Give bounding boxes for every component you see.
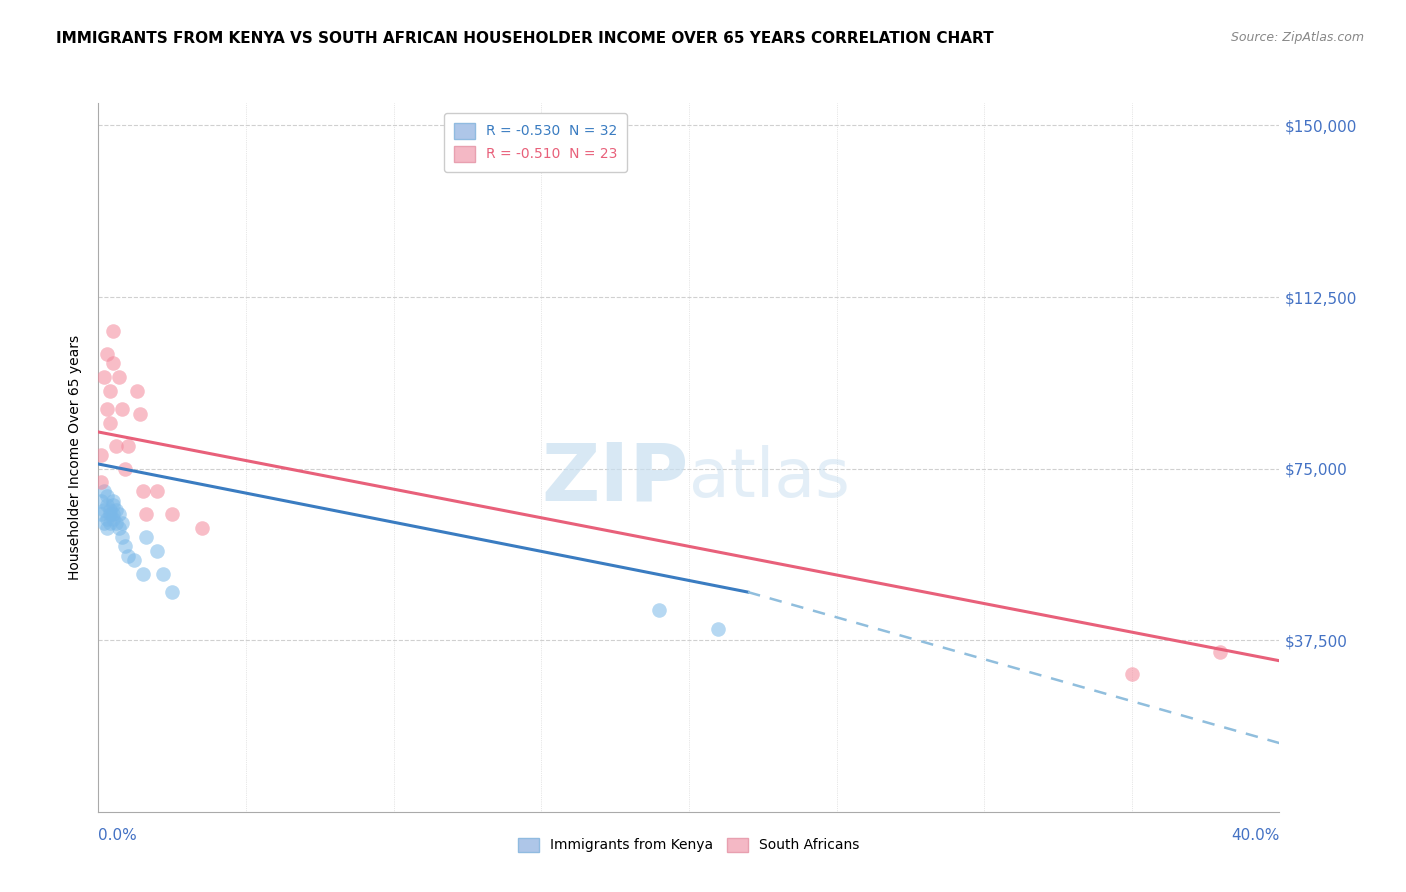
Point <box>98 384 121 398</box>
Point <box>108 508 131 522</box>
Point <box>191 521 214 535</box>
Point <box>96 498 118 512</box>
Legend: R = -0.530  N = 32, R = -0.510  N = 23: R = -0.530 N = 32, R = -0.510 N = 23 <box>444 113 627 171</box>
Point <box>648 603 671 617</box>
Point <box>162 508 183 522</box>
Point <box>98 508 121 522</box>
Point <box>98 516 121 531</box>
Text: 40.0%: 40.0% <box>1232 828 1279 843</box>
Point <box>103 324 125 338</box>
Point <box>103 508 125 522</box>
Point <box>117 549 139 563</box>
Point <box>105 502 128 516</box>
Point <box>114 461 136 475</box>
Point <box>103 498 125 512</box>
Point <box>98 416 121 430</box>
Point <box>103 356 125 370</box>
Point <box>122 553 145 567</box>
Point <box>108 370 131 384</box>
Point <box>135 530 157 544</box>
Point <box>96 489 118 503</box>
Point <box>1121 667 1143 681</box>
Point <box>105 516 128 531</box>
Point <box>96 512 118 526</box>
Point <box>146 484 169 499</box>
Point <box>128 407 150 421</box>
Point <box>90 493 112 508</box>
Point <box>111 530 134 544</box>
Point <box>1209 644 1232 658</box>
Point <box>96 347 118 361</box>
Point <box>103 493 125 508</box>
Point <box>146 544 169 558</box>
Point <box>132 566 155 581</box>
Text: IMMIGRANTS FROM KENYA VS SOUTH AFRICAN HOUSEHOLDER INCOME OVER 65 YEARS CORRELAT: IMMIGRANTS FROM KENYA VS SOUTH AFRICAN H… <box>56 31 994 46</box>
Point <box>707 622 730 636</box>
Point <box>114 540 136 554</box>
Point <box>111 402 134 417</box>
Text: atlas: atlas <box>689 445 849 511</box>
Point <box>96 521 118 535</box>
Point <box>98 502 121 516</box>
Point <box>132 484 155 499</box>
Point <box>125 384 148 398</box>
Text: 0.0%: 0.0% <box>98 828 138 843</box>
Point <box>135 508 157 522</box>
Point <box>93 502 115 516</box>
Point <box>111 516 134 531</box>
Point <box>96 402 118 417</box>
Point <box>152 566 174 581</box>
Point <box>162 585 183 599</box>
Point <box>93 516 115 531</box>
Point <box>90 508 112 522</box>
Text: ZIP: ZIP <box>541 440 689 517</box>
Point <box>90 475 112 490</box>
Y-axis label: Householder Income Over 65 years: Householder Income Over 65 years <box>69 334 83 580</box>
Point <box>117 439 139 453</box>
Point <box>105 439 128 453</box>
Text: Source: ZipAtlas.com: Source: ZipAtlas.com <box>1230 31 1364 45</box>
Point <box>108 521 131 535</box>
Point <box>90 448 112 462</box>
Point <box>93 370 115 384</box>
Point <box>93 484 115 499</box>
Point <box>103 512 125 526</box>
